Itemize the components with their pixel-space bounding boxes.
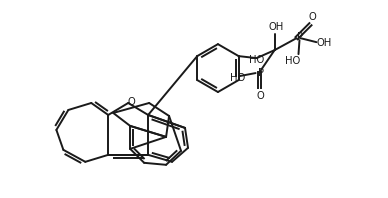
Text: OH: OH	[317, 38, 332, 48]
Text: O: O	[308, 12, 316, 22]
Text: O: O	[127, 97, 135, 107]
Text: P: P	[258, 68, 263, 78]
Text: P: P	[298, 32, 303, 42]
Text: HO: HO	[285, 56, 300, 66]
Text: HO: HO	[230, 73, 245, 83]
Text: HO: HO	[249, 55, 264, 65]
Text: OH: OH	[269, 22, 284, 32]
Text: O: O	[257, 91, 265, 101]
